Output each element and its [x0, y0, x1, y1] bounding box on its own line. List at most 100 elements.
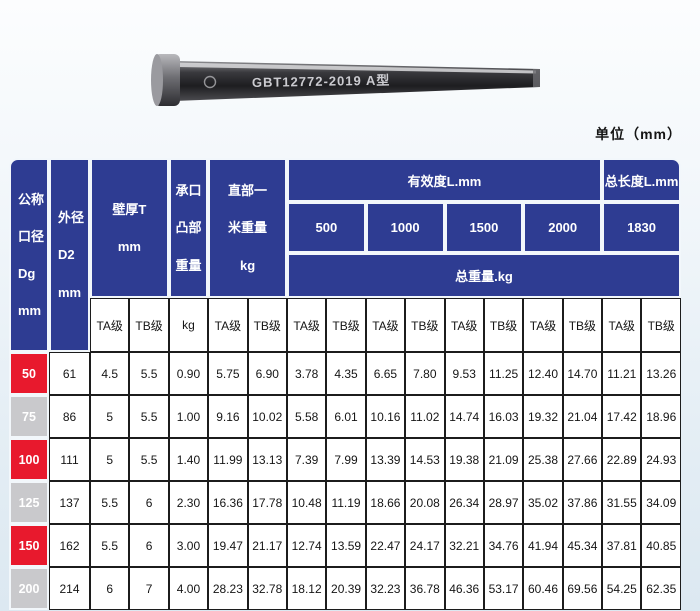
data-cell: 11.21 [602, 352, 642, 395]
data-cell: 1.00 [168, 395, 209, 438]
header-outer-diameter: 外径 D2 mm [49, 158, 90, 352]
data-cell: 86 [49, 395, 90, 438]
grade-cell: kg [168, 298, 209, 352]
grade-cell: TB级 [405, 298, 445, 352]
data-cell: 40.85 [641, 524, 681, 567]
grade-cell: TA级 [208, 298, 248, 352]
data-cell: 6 [129, 524, 169, 567]
data-cell: 14.70 [562, 352, 603, 395]
data-cell: 10.48 [286, 481, 327, 524]
data-cell: 7.39 [286, 438, 327, 481]
table-row-dn125: 125 137 5.5 6 2.30 16.36 17.78 10.48 11.… [9, 481, 681, 524]
data-cell: 26.34 [444, 481, 484, 524]
table-row-dn100: 100 111 5 5.5 1.40 11.99 13.13 7.39 7.99… [9, 438, 681, 481]
data-cell: 13.59 [326, 524, 366, 567]
pipe-tip [533, 69, 540, 87]
data-cell: 19.38 [444, 438, 484, 481]
grade-cell: TA级 [523, 298, 563, 352]
data-cell: 46.36 [444, 567, 484, 610]
data-cell: 31.55 [602, 481, 642, 524]
data-cell: 24.93 [641, 438, 681, 481]
data-cell: 13.26 [641, 352, 681, 395]
row-label-dn: 125 [9, 481, 49, 524]
data-cell: 11.25 [483, 352, 524, 395]
pipe-socket-cap [151, 54, 163, 106]
data-cell: 6.90 [247, 352, 287, 395]
data-cell: 7.80 [405, 352, 445, 395]
data-cell: 18.12 [286, 567, 327, 610]
data-cell: 9.16 [208, 395, 248, 438]
table-row-dn75: 75 86 5 5.5 1.00 9.16 10.02 5.58 6.01 10… [9, 395, 681, 438]
grade-cell: TA级 [365, 298, 406, 352]
data-cell: 19.47 [208, 524, 248, 567]
data-cell: 13.39 [365, 438, 406, 481]
data-cell: 32.23 [365, 567, 406, 610]
data-cell: 2.30 [168, 481, 209, 524]
data-cell: 17.42 [602, 395, 642, 438]
data-cell: 5.5 [129, 352, 169, 395]
data-cell: 20.08 [405, 481, 445, 524]
header-effective-length: 有效度L.mm [286, 158, 603, 202]
grade-cell: TA级 [90, 298, 130, 352]
data-cell: 16.36 [208, 481, 248, 524]
data-cell: 60.46 [523, 567, 563, 610]
data-cell: 4.5 [90, 352, 130, 395]
data-cell: 12.40 [523, 352, 563, 395]
data-cell: 35.02 [523, 481, 563, 524]
data-cell: 16.03 [483, 395, 524, 438]
data-cell: 54.25 [602, 567, 642, 610]
data-cell: 137 [49, 481, 90, 524]
row-label-dn: 100 [9, 438, 49, 481]
header-total-weight: 总重量.kg [286, 253, 681, 298]
header-row-grades: TA级 TB级 kg TA级 TB级 TA级 TB级 TA级 TB级 TA级 T… [9, 298, 681, 352]
data-cell: 5 [90, 395, 130, 438]
data-cell: 53.17 [483, 567, 524, 610]
header-socket-weight: 承口 凸部 重量 [168, 158, 209, 298]
data-cell: 37.81 [602, 524, 642, 567]
row-label-dn: 200 [9, 567, 49, 610]
data-cell: 10.02 [247, 395, 287, 438]
grade-cell: TB级 [483, 298, 524, 352]
header-row-lengths: 500 1000 1500 2000 1830 [9, 202, 681, 253]
data-cell: 14.53 [405, 438, 445, 481]
data-cell: 36.78 [405, 567, 445, 610]
header-nominal-diameter: 公称 口径 Dg mm [9, 158, 49, 352]
header-length-1830: 1830 [602, 202, 681, 253]
grade-cell: TB级 [326, 298, 366, 352]
data-cell: 5.5 [90, 481, 130, 524]
data-cell: 21.09 [483, 438, 524, 481]
data-cell: 9.53 [444, 352, 484, 395]
grade-cell: TB级 [641, 298, 681, 352]
unit-label: 单位（mm） [595, 126, 682, 142]
data-cell: 11.02 [405, 395, 445, 438]
data-cell: 28.97 [483, 481, 524, 524]
data-cell: 12.74 [286, 524, 327, 567]
row-label-dn: 150 [9, 524, 49, 567]
data-cell: 41.94 [523, 524, 563, 567]
data-cell: 34.09 [641, 481, 681, 524]
data-cell: 7 [129, 567, 169, 610]
pipe-spec-table: 公称 口径 Dg mm 外径 D2 mm 壁厚T mm 承口 凸部 重量 直部一… [9, 158, 681, 610]
grade-cell: TA级 [286, 298, 327, 352]
header-row-1: 公称 口径 Dg mm 外径 D2 mm 壁厚T mm 承口 凸部 重量 直部一… [9, 158, 681, 352]
data-cell: 4.00 [168, 567, 209, 610]
data-cell: 3.00 [168, 524, 209, 567]
data-cell: 22.89 [602, 438, 642, 481]
data-cell: 111 [49, 438, 90, 481]
data-cell: 13.13 [247, 438, 287, 481]
data-cell: 10.16 [365, 395, 406, 438]
data-cell: 37.86 [562, 481, 603, 524]
pipe-product-image: GBT12772-2019 A型 [151, 54, 540, 106]
grade-cell: TA级 [444, 298, 484, 352]
header-total-length: 总长度L.mm [602, 158, 681, 202]
data-cell: 6.01 [326, 395, 366, 438]
row-label-dn: 75 [9, 395, 49, 438]
data-cell: 4.35 [326, 352, 366, 395]
data-cell: 14.74 [444, 395, 484, 438]
data-cell: 25.38 [523, 438, 563, 481]
data-cell: 5.5 [90, 524, 130, 567]
header-length-2000: 2000 [523, 202, 603, 253]
header-length-1500: 1500 [444, 202, 524, 253]
data-cell: 18.66 [365, 481, 406, 524]
